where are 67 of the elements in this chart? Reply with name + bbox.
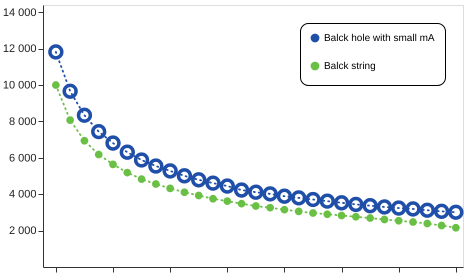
- point: [91, 124, 106, 140]
- point: [76, 108, 92, 123]
- point: [66, 116, 74, 124]
- point: [420, 202, 435, 218]
- point: [380, 216, 388, 224]
- legend-label: Balck string: [324, 61, 376, 72]
- point: [276, 188, 292, 204]
- point: [338, 212, 346, 220]
- y-tick-label: 10 000: [2, 80, 36, 92]
- point: [366, 214, 374, 222]
- point: [294, 207, 303, 216]
- point: [138, 175, 146, 183]
- y-tick-label: 8 000: [8, 116, 36, 128]
- point: [434, 204, 450, 219]
- point: [123, 168, 132, 176]
- point: [262, 186, 278, 202]
- point: [152, 180, 160, 188]
- point: [291, 190, 306, 206]
- point: [105, 135, 121, 151]
- point: [52, 81, 60, 89]
- y-tick-label: 14 000: [2, 6, 36, 19]
- point: [352, 212, 360, 221]
- y-tick-label: 12 000: [2, 43, 36, 56]
- point: [409, 218, 417, 226]
- y-tick-label: 6 000: [8, 152, 36, 164]
- point: [48, 44, 64, 60]
- point: [62, 84, 78, 99]
- point: [80, 136, 88, 145]
- point: [148, 158, 164, 174]
- legend-label: Balck hole with small mA: [324, 33, 435, 44]
- point: [120, 144, 135, 160]
- point: [166, 184, 174, 192]
- point: [323, 210, 332, 218]
- point: [405, 201, 421, 217]
- point: [362, 198, 378, 214]
- point: [452, 224, 460, 232]
- point: [162, 163, 178, 179]
- point: [266, 204, 274, 212]
- point: [180, 188, 188, 196]
- point: [376, 199, 392, 215]
- point: [391, 200, 406, 216]
- point: [309, 209, 317, 217]
- point: [280, 206, 288, 214]
- point: [320, 193, 335, 209]
- point: [448, 204, 464, 220]
- point: [94, 150, 103, 158]
- point: [205, 175, 221, 191]
- point: [334, 195, 350, 210]
- point: [423, 220, 432, 228]
- point: [348, 196, 364, 212]
- point: [438, 222, 446, 230]
- point: [109, 160, 117, 168]
- point: [248, 184, 264, 200]
- point: [305, 192, 321, 208]
- point: [220, 178, 235, 194]
- point: [191, 172, 206, 188]
- point: [134, 152, 150, 168]
- y-tick-label: 2 000: [8, 225, 36, 238]
- point: [252, 202, 260, 210]
- point: [238, 200, 246, 208]
- point: [223, 197, 232, 205]
- point: [176, 168, 192, 184]
- point: [194, 192, 203, 200]
- point: [394, 216, 403, 225]
- point: [234, 182, 250, 198]
- y-tick-label: 4 000: [8, 188, 36, 201]
- point: [209, 194, 217, 203]
